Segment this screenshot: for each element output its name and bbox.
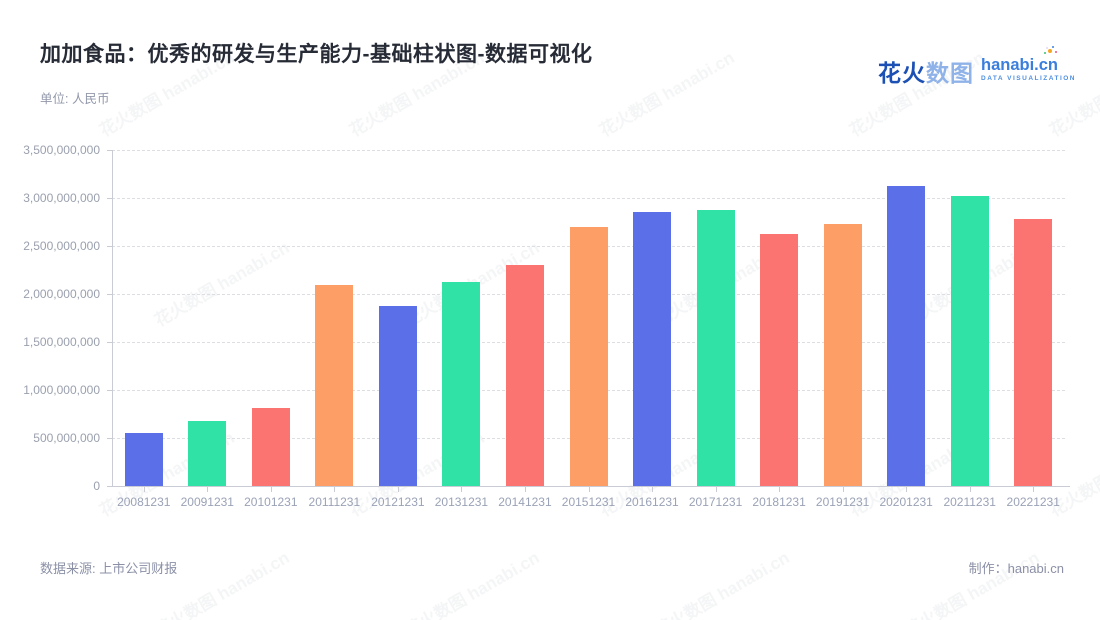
data-source-label: 数据来源: 上市公司财报	[40, 561, 178, 576]
x-axis-tick-label: 20081231	[117, 495, 171, 509]
bar-20161231[interactable]	[633, 212, 671, 486]
credit-label: 制作：hanabi.cn	[969, 558, 1064, 577]
x-axis-tick	[334, 487, 335, 492]
y-axis-tick	[107, 294, 112, 295]
logo-en-block: hanabi.cn DATA VISUALIZATION	[981, 49, 1077, 82]
logo-brand-cn-light: 数图	[926, 60, 974, 86]
bar-20121231[interactable]	[379, 306, 417, 486]
x-axis-tick-label: 20211231	[943, 495, 996, 509]
y-axis-tick-label: 500,000,000	[33, 431, 100, 445]
x-axis-tick-label: 20171231	[688, 495, 743, 509]
x-axis-line	[107, 486, 1070, 487]
bar-20171231[interactable]	[697, 209, 735, 486]
y-axis-tick-label: 1,500,000,000	[23, 335, 100, 349]
logo-tagline: DATA VISUALIZATION	[981, 75, 1077, 82]
y-axis-tick	[107, 246, 112, 247]
bar-20101231[interactable]	[252, 407, 290, 486]
x-axis-tick-label: 20191231	[815, 495, 870, 509]
x-axis-tick	[144, 487, 145, 492]
bar-20211231[interactable]	[951, 196, 989, 486]
x-axis-tick	[652, 487, 653, 492]
y-axis-line	[112, 150, 113, 486]
credit-prefix: 制作：	[968, 561, 1008, 576]
bar-20091231[interactable]	[188, 420, 226, 486]
y-axis-tick-label: 3,000,000,000	[23, 191, 100, 205]
y-axis-tick-label: 2,000,000,000	[23, 287, 100, 301]
x-axis-tick	[970, 487, 971, 492]
bar-20221231[interactable]	[1014, 219, 1052, 486]
y-gridline	[112, 150, 1065, 151]
x-axis-tick	[779, 487, 780, 492]
bar-20181231[interactable]	[760, 234, 798, 486]
bar-20151231[interactable]	[570, 226, 608, 486]
y-gridline	[112, 198, 1065, 199]
y-axis-tick	[107, 390, 112, 391]
bar-20141231[interactable]	[506, 265, 544, 486]
x-axis-tick	[906, 487, 907, 492]
x-axis-tick-label: 20161231	[625, 495, 679, 509]
logo-brand-cn-bold: 花火	[878, 60, 926, 86]
x-axis-tick	[843, 487, 844, 492]
hanabi-logo: 花火 数图 hanabi.cn DATA VISUALIZATION	[878, 49, 1077, 88]
x-axis-tick	[589, 487, 590, 492]
x-axis-tick	[1033, 487, 1034, 492]
y-axis-tick	[107, 438, 112, 439]
x-axis-tick	[271, 487, 272, 492]
x-axis-tick-label: 20111231	[308, 495, 361, 509]
x-axis-tick	[398, 487, 399, 492]
y-axis-tick-label: 0	[93, 479, 100, 493]
x-axis-tick	[716, 487, 717, 492]
x-axis-tick	[461, 487, 462, 492]
x-axis-tick-label: 20201231	[879, 495, 933, 509]
x-axis-tick-label: 20181231	[752, 495, 806, 509]
x-axis-tick-label: 20151231	[561, 495, 616, 509]
y-axis-tick	[107, 342, 112, 343]
credit-link[interactable]: hanabi.cn	[1007, 561, 1064, 576]
bar-20191231[interactable]	[824, 223, 862, 486]
y-axis-tick-label: 3,500,000,000	[23, 143, 100, 157]
x-axis-tick-label: 20131231	[434, 495, 489, 509]
x-axis-tick-label: 20221231	[1006, 495, 1060, 509]
logo-brand-en: hanabi.cn	[981, 56, 1059, 74]
bar-20131231[interactable]	[442, 281, 480, 486]
page-title: 加加食品：优秀的研发与生产能力-基础柱状图-数据可视化	[40, 43, 593, 66]
y-axis-tick	[107, 150, 112, 151]
x-axis-tick-label: 20101231	[244, 495, 298, 509]
x-axis-tick	[525, 487, 526, 492]
bar-20201231[interactable]	[887, 185, 925, 486]
x-axis-tick	[207, 487, 208, 492]
bar-20081231[interactable]	[125, 433, 163, 486]
x-axis-tick-label: 20091231	[180, 495, 234, 509]
unit-label: 单位: 人民币	[40, 92, 110, 106]
sparkle-icon	[1048, 49, 1053, 53]
x-axis-tick-label: 20141231	[498, 495, 552, 509]
y-axis-tick-label: 1,000,000,000	[23, 383, 100, 397]
y-axis-tick	[107, 198, 112, 199]
bar-20111231[interactable]	[315, 285, 353, 486]
y-axis-tick-label: 2,500,000,000	[23, 239, 100, 253]
x-axis-tick-label: 20121231	[371, 495, 425, 509]
